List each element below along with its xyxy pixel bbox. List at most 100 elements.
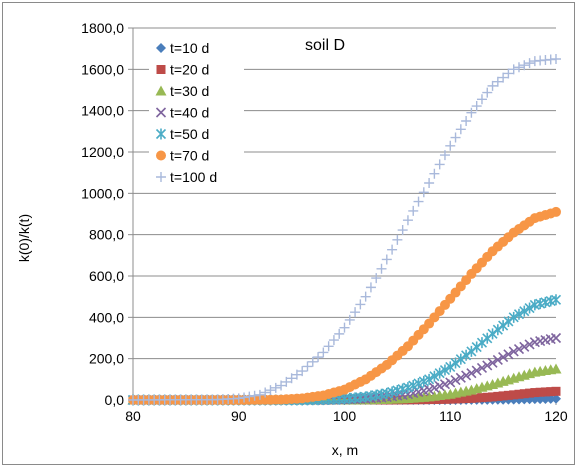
- data-point: [503, 390, 513, 400]
- data-point: [249, 390, 260, 401]
- data-point: [371, 273, 382, 284]
- legend-label: t=10 d: [170, 40, 209, 56]
- y-tick-label: 200,0: [89, 351, 124, 367]
- data-point: [503, 349, 514, 360]
- data-point: [524, 339, 535, 350]
- y-tick-label: 1200,0: [81, 144, 124, 160]
- data-point: [408, 205, 419, 216]
- data-point: [550, 363, 562, 374]
- data-point: [270, 382, 281, 393]
- data-point: [445, 140, 456, 151]
- legend-label: t=20 d: [170, 62, 209, 78]
- data-point: [503, 315, 514, 327]
- data-point: [402, 215, 413, 226]
- data-point: [508, 346, 519, 357]
- data-point: [487, 357, 498, 368]
- data-point: [540, 387, 550, 397]
- grid-layer: [133, 27, 556, 360]
- y-tick-label: 1000,0: [81, 185, 124, 201]
- data-point: [286, 373, 297, 384]
- data-point: [482, 87, 493, 98]
- data-point: [550, 332, 562, 344]
- legend-marker: [156, 150, 166, 161]
- legend-label: t=50 d: [170, 126, 209, 142]
- data-point: [472, 393, 482, 403]
- y-tick-label: 600,0: [89, 268, 124, 284]
- legend: t=10 d t=20 d t=30 d t=40 d t=50 d t=70 d t=10…: [149, 38, 244, 189]
- data-point: [461, 116, 472, 126]
- data-point: [476, 337, 488, 349]
- y-tick-label: 1600,0: [81, 61, 124, 77]
- x-tick-label: 120: [544, 408, 568, 424]
- data-point: [455, 372, 466, 383]
- data-point: [239, 392, 250, 403]
- legend-bg: [149, 102, 244, 125]
- data-point: [387, 244, 398, 255]
- data-point: [408, 380, 419, 392]
- data-point: [471, 341, 482, 353]
- data-point: [291, 369, 302, 380]
- legend-marker: [155, 128, 167, 140]
- data-point: [318, 347, 329, 358]
- data-point: [450, 132, 461, 143]
- data-point: [513, 344, 525, 355]
- x-tick-label: 90: [231, 408, 247, 424]
- data-point: [477, 393, 487, 403]
- data-point: [418, 187, 429, 198]
- y-tick-label: 1400,0: [81, 103, 124, 119]
- x-tick-label: 100: [333, 408, 357, 424]
- data-point: [456, 394, 466, 404]
- data-point: [445, 377, 456, 388]
- data-point: [466, 368, 477, 379]
- data-point: [334, 328, 345, 339]
- data-point: [254, 389, 265, 400]
- data-point: [455, 353, 466, 365]
- y-tick-label: 400,0: [89, 309, 124, 325]
- data-point: [439, 150, 450, 161]
- data-point: [445, 361, 456, 373]
- data-point: [466, 345, 477, 357]
- data-point: [339, 322, 350, 333]
- data-point: [519, 389, 529, 399]
- data-point: [360, 291, 371, 302]
- data-point: [434, 367, 445, 379]
- legend-bg: [149, 167, 244, 189]
- chart-annotation: soil D: [305, 37, 345, 54]
- data-point: [508, 311, 519, 323]
- data-point: [307, 356, 318, 367]
- data-point: [297, 366, 308, 377]
- data-point: [461, 349, 472, 361]
- data-point: [461, 370, 472, 381]
- data-point: [376, 263, 387, 274]
- data-point: [276, 380, 287, 391]
- data-point: [365, 282, 376, 293]
- data-point: [328, 335, 339, 346]
- data-point: [418, 375, 429, 387]
- data-point: [482, 360, 493, 371]
- data-point: [429, 168, 440, 179]
- data-point: [450, 375, 461, 386]
- data-point: [493, 391, 503, 401]
- data-point: [355, 299, 366, 310]
- legend-label: t=70 d: [170, 148, 209, 164]
- data-point: [302, 361, 313, 372]
- y-tick-label: 800,0: [89, 227, 124, 243]
- legend-label: t=40 d: [170, 105, 209, 121]
- data-point: [550, 294, 562, 306]
- x-tick-label: 80: [125, 408, 141, 424]
- legend-marker: [156, 172, 166, 182]
- y-tick-label: 1800,0: [81, 20, 124, 36]
- data-point: [313, 352, 324, 363]
- data-point: [551, 386, 561, 396]
- data-point: [466, 393, 476, 403]
- data-point: [508, 64, 519, 75]
- data-point: [450, 357, 461, 369]
- legend-bg: [149, 38, 244, 60]
- data-point: [519, 60, 530, 71]
- data-point: [492, 354, 503, 366]
- legend-bg: [149, 59, 244, 82]
- data-layer: [127, 54, 562, 406]
- data-point: [519, 305, 530, 317]
- data-point: [513, 308, 525, 320]
